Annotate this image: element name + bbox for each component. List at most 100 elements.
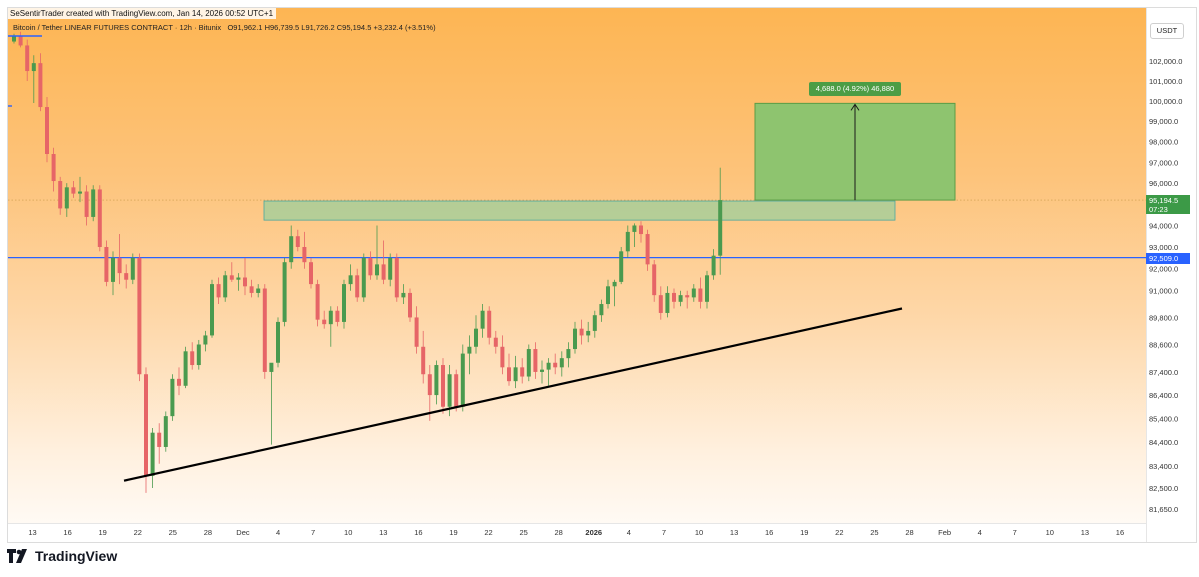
candle-body [223,275,228,298]
candle-body [711,255,716,276]
chart-canvas: 102,000.0 101,000.0 100,000.0 99,000.0 98,00… [8,31,1182,537]
candle-body [157,432,162,447]
symbol-header[interactable]: Bitcoin / Tether LINEAR FUTURES CONTRACT… [13,23,436,32]
candle-body [71,187,76,194]
time-axis-label: 10 [1046,528,1054,537]
candle-body [533,349,538,372]
last-price-value: 95,194.5 [1149,196,1179,205]
ohlc-close: C95,194.5 [336,23,372,32]
candle-body [25,45,30,72]
candle-body [150,432,155,476]
candle-body [698,288,703,302]
time-axis-label: 28 [555,528,563,537]
candle-body [474,328,478,347]
candle-body [493,337,498,347]
candle-body [434,365,439,396]
candle-body [612,281,617,287]
time-axis-label: 10 [344,528,352,537]
candle-body [559,358,564,368]
candle-body [553,362,558,368]
candle-body [447,374,452,407]
price-scale-label: 87,400.0 [1149,368,1178,377]
candle-body [177,378,181,386]
candle-body [38,63,43,108]
candle-body [606,286,610,305]
candle-body [632,225,637,232]
candle-body [210,284,214,336]
time-axis-label: 7 [662,528,666,537]
ohlc-high: H96,739.5 [264,23,300,32]
candle-body [573,328,577,350]
candle-body [500,346,505,368]
candle-body [691,288,696,298]
time-axis[interactable] [8,523,1146,542]
candle-body [130,257,135,280]
candle-body [58,181,63,209]
candle-body [652,264,657,296]
candle-body [196,344,201,366]
candle-body [117,257,122,274]
price-scale-label: 91,000.0 [1149,287,1178,296]
candle-body [427,374,432,396]
candle-body [18,35,23,46]
candle-body [276,321,280,363]
candle-body [104,246,109,282]
time-axis-label: 28 [204,528,212,537]
price-scale-label: 101,000.0 [1149,77,1182,86]
candle-body [672,292,676,302]
price-scale-label: 85,400.0 [1149,414,1178,423]
time-axis-label: 19 [449,528,457,537]
price-scale-label: 96,000.0 [1149,179,1178,188]
chart-plot-area[interactable] [8,8,1146,523]
candle-body [487,310,492,338]
candle-body [460,353,465,407]
time-axis-label: 13 [1081,528,1089,537]
price-scale-label: 102,000.0 [1149,57,1182,66]
candle-body [368,257,373,276]
candle-body [480,310,485,329]
candle-body [315,284,320,320]
candle-body [639,225,643,235]
price-scale-label: 97,000.0 [1149,158,1178,167]
time-axis-label: 22 [134,528,142,537]
measure-arrow-head [850,103,860,111]
time-axis-label: Feb [938,528,951,537]
candle-body [111,257,115,282]
candle-body [51,153,56,182]
symbol-interval: 12h [179,23,192,32]
last-price-countdown: 07:23 [1149,205,1168,214]
candle-body [342,284,346,322]
price-scale[interactable] [1146,8,1196,542]
price-scale-label: 89,800.0 [1149,313,1178,322]
candle-body [645,234,650,265]
tradingview-logo-icon [7,549,27,563]
time-axis-label: 25 [519,528,527,537]
candle-body [84,191,89,217]
time-axis-label: 28 [905,528,913,537]
candle-body [295,236,300,247]
time-axis-label: 7 [311,528,315,537]
ohlc-open: O91,962.1 [227,23,263,32]
candle-body [408,292,412,318]
chart-credit: SeSentirTrader created with TradingView.… [8,8,277,19]
tradingview-logo: TradingView [7,548,117,564]
candle-body [685,295,690,298]
candle-body [401,292,406,298]
time-axis-label: 16 [1116,528,1124,537]
price-scale-label: 81,650.0 [1149,505,1178,514]
candle-body [249,286,254,293]
candle-body [546,362,551,370]
candle-body [45,107,49,154]
candle-body [124,273,129,280]
time-axis-label: 22 [835,528,843,537]
price-scale-label: 88,600.0 [1149,340,1178,349]
candle-body [302,246,307,263]
trendline [123,307,903,482]
candle-body [579,328,584,336]
price-scale-label: 86,400.0 [1149,391,1178,400]
currency-button[interactable]: USDT [1150,23,1184,39]
candle-body [625,231,630,252]
price-scale-label: 94,000.0 [1149,221,1178,230]
candle-body [91,189,96,217]
ohlc-low: L91,726.2 [301,23,335,32]
